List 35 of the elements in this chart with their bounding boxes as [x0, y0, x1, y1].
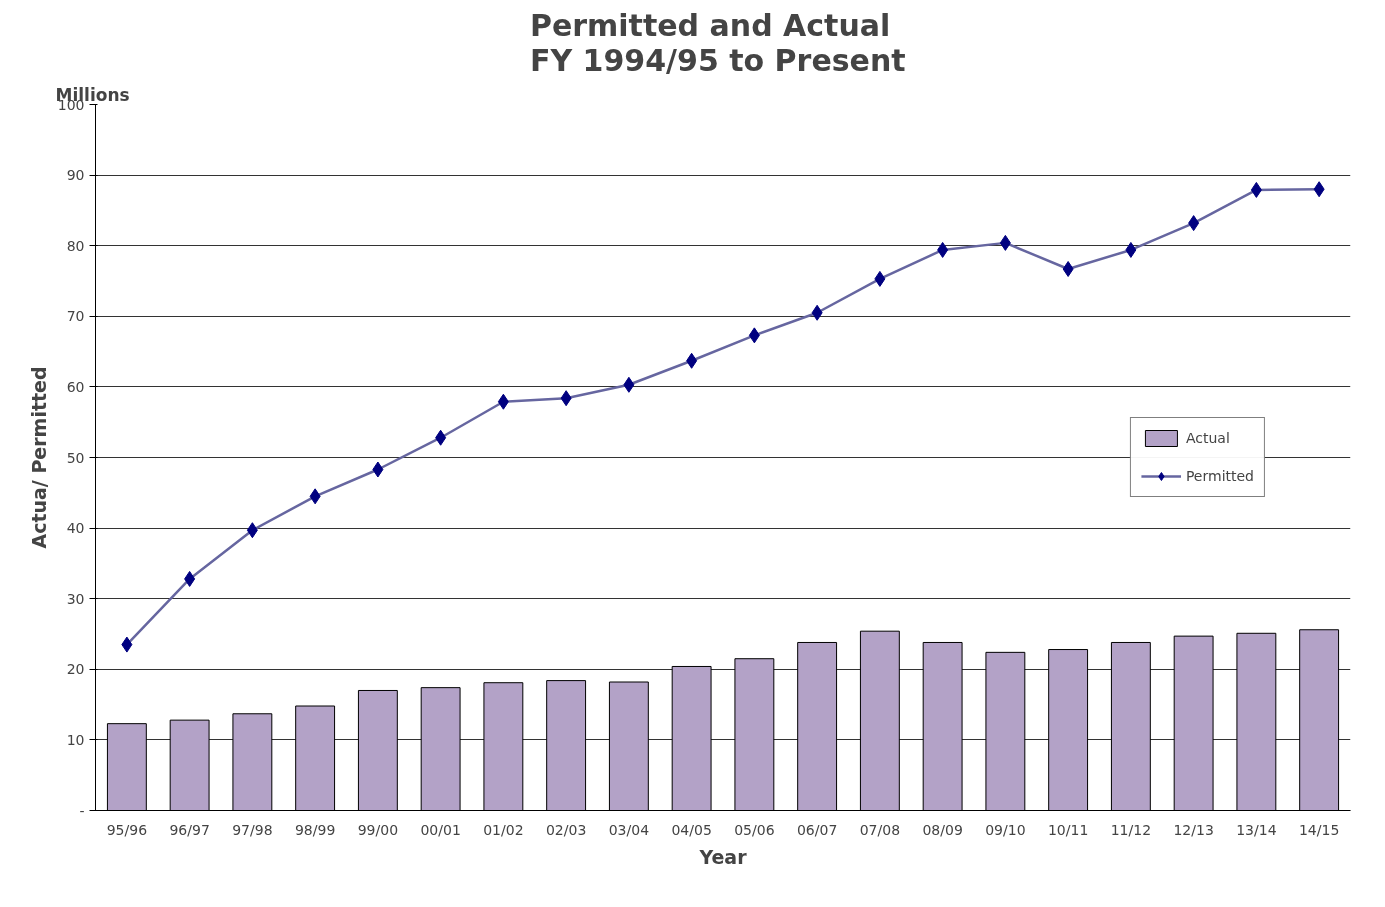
x-tick-label: 02/03 — [545, 821, 587, 838]
y-tick-label: 20 — [66, 661, 85, 678]
x-tick-label: 07/08 — [859, 821, 901, 838]
x-axis-title: Year — [698, 845, 748, 868]
x-tick-label: 06/07 — [796, 821, 838, 838]
y-tick-label: 10 — [66, 731, 85, 748]
x-tick-label: 13/14 — [1236, 821, 1277, 838]
y-tick-label: 30 — [66, 590, 85, 607]
x-tick-label: 01/02 — [483, 821, 524, 838]
x-tick-label: 97/98 — [232, 821, 273, 838]
legend-label: Actual — [1185, 430, 1230, 446]
x-tick-label: 04/05 — [671, 821, 712, 838]
x-tick-label: 10/11 — [1047, 821, 1089, 838]
y-tick-label: - — [79, 802, 85, 819]
y-tick-label: 80 — [66, 237, 85, 254]
x-tick-label: 95/96 — [106, 821, 148, 838]
y-tick-label: 40 — [66, 520, 85, 537]
x-tick-label: 00/01 — [420, 821, 461, 838]
chart-title: Permitted and Actual FY 1994/95 to Present — [529, 7, 906, 78]
legend-label: Permitted — [1185, 468, 1254, 484]
x-tick-label: 08/09 — [922, 821, 963, 838]
y-tick-label: 70 — [66, 308, 85, 325]
y-tick-label: 60 — [66, 378, 85, 395]
x-tick-label: 99/00 — [357, 821, 399, 838]
y-axis-title: Actua/ Permitted — [27, 366, 50, 549]
x-tick-label: 11/12 — [1110, 821, 1152, 838]
x-tick-label: 03/04 — [608, 821, 650, 838]
y-tick-label: 90 — [66, 167, 85, 184]
x-tick-label: 96/97 — [169, 821, 210, 838]
x-tick-label: 14/15 — [1298, 821, 1340, 838]
x-tick-label: 98/99 — [294, 821, 336, 838]
x-tick-label: 05/06 — [734, 821, 775, 838]
x-tick-label: 12/13 — [1173, 821, 1214, 838]
y-tick-label: 50 — [66, 449, 85, 466]
x-tick-label: 09/10 — [985, 821, 1026, 838]
